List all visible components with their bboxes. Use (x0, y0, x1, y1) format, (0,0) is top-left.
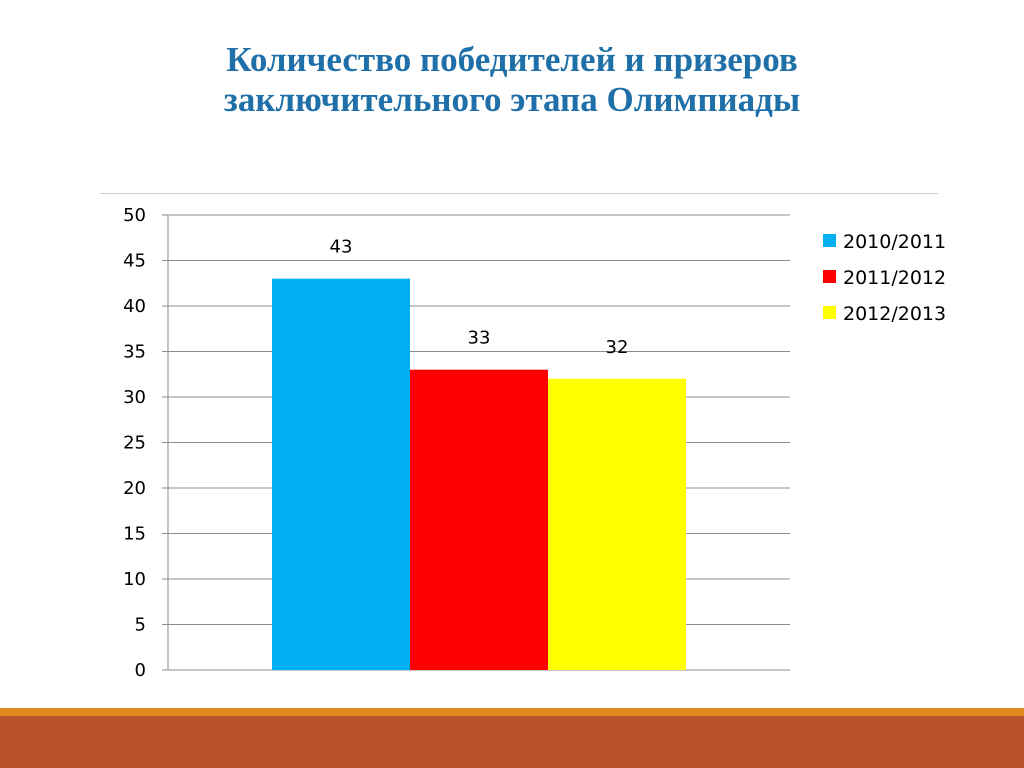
footer-band (0, 716, 1024, 768)
y-tick-label: 20 (123, 478, 146, 499)
legend-label: 2011/2012 (843, 267, 946, 289)
y-tick-label: 5 (135, 615, 146, 636)
bar-2010-2011 (272, 278, 410, 670)
y-tick-label: 15 (123, 524, 146, 545)
y-tick-label: 0 (135, 660, 146, 681)
y-tick-label: 25 (123, 433, 146, 454)
bar-2012-2013 (548, 378, 686, 670)
y-tick-label: 30 (123, 387, 146, 408)
chart-title-line-2: заключительного этапа Олимпиады (223, 80, 801, 119)
legend-swatch (823, 234, 836, 247)
footer-accent-line (0, 708, 1024, 716)
y-tick-label: 35 (123, 342, 146, 363)
y-tick-label: 10 (123, 569, 146, 590)
y-axis-ticks: 0 5 10 15 20 25 30 35 40 45 50 (123, 205, 146, 681)
data-labels: 43 33 32 (330, 237, 629, 358)
chart-title-line-1: Количество победителей и призеров (226, 40, 798, 79)
legend-swatch (823, 270, 836, 283)
y-tick-label: 40 (123, 296, 146, 317)
data-label: 33 (468, 328, 491, 349)
y-tick-label: 45 (123, 251, 146, 272)
legend: 2010/2011 2011/2012 2012/2013 (823, 231, 946, 325)
legend-label: 2012/2013 (843, 303, 946, 325)
bar-2011-2012 (410, 369, 548, 670)
chart-title: Количество победителей и призеров заключ… (0, 40, 1024, 120)
legend-swatch (823, 306, 836, 319)
data-label: 32 (606, 337, 629, 358)
y-tick-label: 50 (123, 205, 146, 226)
legend-label: 2010/2011 (843, 231, 946, 253)
bars (272, 278, 686, 670)
data-label: 43 (330, 237, 353, 258)
title-divider (100, 193, 938, 194)
